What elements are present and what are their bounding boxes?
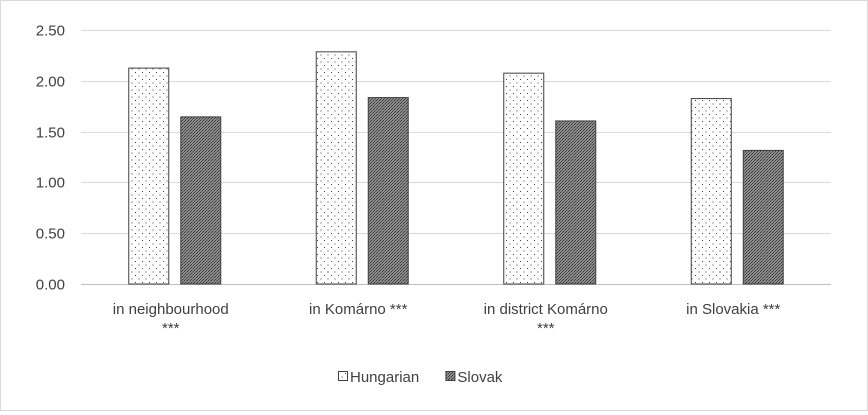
legend: Hungarian Slovak <box>338 369 503 386</box>
y-tick-label: 0.50 <box>36 226 65 243</box>
y-tick-label: 0.00 <box>36 277 65 294</box>
y-tick-label: 2.50 <box>36 23 65 40</box>
x-tick-label: in neighbourhood <box>113 301 229 318</box>
legend-label-slovak: Slovak <box>457 369 503 386</box>
y-tick-label: 1.50 <box>36 125 65 142</box>
bar-hungarian-1 <box>315 51 357 285</box>
x-tick-label: in Slovakia *** <box>686 301 780 318</box>
legend-swatch-slovak <box>445 371 456 381</box>
bar-hungarian-3 <box>690 98 732 285</box>
bar-slovak-2 <box>555 120 597 285</box>
y-tick-label: 1.00 <box>36 175 65 192</box>
x-tick-label: *** <box>537 320 555 337</box>
x-tick-label: *** <box>162 320 180 337</box>
x-tick-label: in district Komárno <box>484 301 608 318</box>
x-tick-label: in Komárno *** <box>309 301 408 318</box>
legend-label-hungarian: Hungarian <box>350 369 419 386</box>
bar-slovak-1 <box>367 97 409 285</box>
bar-hungarian-0 <box>128 67 170 285</box>
y-axis-ticks: 0.00 0.50 1.00 1.50 2.00 2.50 <box>36 23 65 294</box>
legend-swatch-hungarian <box>338 371 348 381</box>
bar-slovak-3 <box>742 149 784 285</box>
bars <box>128 51 784 285</box>
bar-hungarian-2 <box>503 72 545 285</box>
bar-slovak-0 <box>180 116 222 285</box>
x-axis-labels: in neighbourhood *** in Komárno *** in dist… <box>113 301 781 337</box>
y-tick-label: 2.00 <box>36 74 65 91</box>
